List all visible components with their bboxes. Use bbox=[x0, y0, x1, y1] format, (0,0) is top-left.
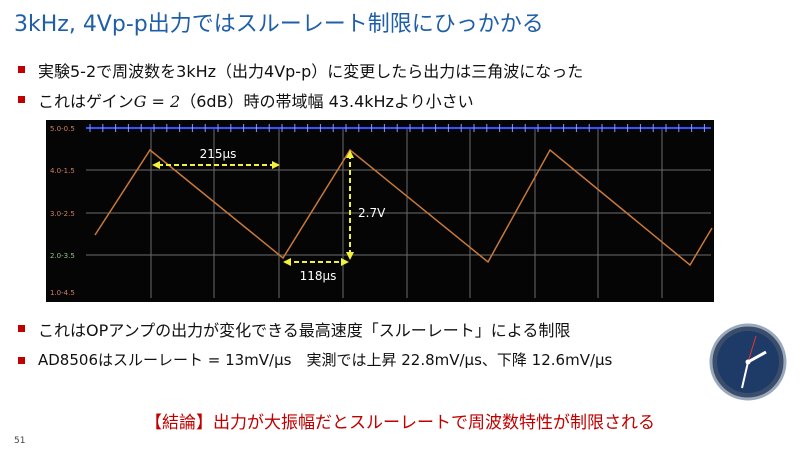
slide-title: 3kHz, 4Vp-p出力ではスルーレート制限にひっかかる bbox=[14, 12, 544, 37]
bullet-marker bbox=[18, 325, 25, 332]
axis-label: 1.0-4.5 bbox=[50, 289, 75, 297]
bullet-marker bbox=[18, 96, 25, 103]
axis-label: 5.0-0.5 bbox=[50, 125, 75, 133]
annotation: 215μs bbox=[200, 147, 237, 161]
bullet-text: これはOPアンプの出力が変化できる最高速度「スルーレート」による制限 bbox=[38, 321, 571, 340]
screen-bg bbox=[46, 120, 714, 302]
bullet-text: 実験5-2で周波数を3kHz（出力4Vp-p）に変更したら出力は三角波になった bbox=[38, 62, 584, 81]
axis-label: 3.0-2.5 bbox=[50, 210, 75, 218]
text: これはゲイン bbox=[38, 92, 134, 111]
bullet-marker bbox=[18, 66, 25, 73]
annotation-arrows bbox=[158, 154, 351, 263]
annotation: 118μs bbox=[300, 269, 337, 283]
waveform bbox=[94, 148, 713, 267]
grid bbox=[86, 128, 711, 298]
bullet-marker bbox=[18, 357, 25, 364]
arrow-heads bbox=[152, 150, 354, 266]
bullet-text: これはゲインG = 2（6dB）時の帯域幅 43.4kHzより小さい bbox=[38, 88, 474, 112]
oscilloscope-screen: 215μs 2.7V 118μs 5.0-0.5 4.0-1.5 3.0-2.5… bbox=[46, 120, 714, 302]
conclusion: 【結論】出力が大振幅だとスルーレートで周波数特性が制限される bbox=[145, 413, 655, 433]
axis-label: 4.0-1.5 bbox=[50, 167, 75, 175]
annotation: 2.7V bbox=[358, 206, 386, 220]
top-ticks bbox=[89, 124, 705, 132]
page-number: 51 bbox=[14, 436, 26, 446]
text: （6dB）時の帯域幅 43.4kHzより小さい bbox=[180, 92, 474, 111]
clock-icon bbox=[709, 323, 787, 401]
math: G = 2 bbox=[133, 92, 181, 111]
axis-label: 2.0-3.5 bbox=[50, 252, 75, 260]
bullet-text: AD8506はスルーレート = 13mV/μs 実測では上昇 22.8mV/μs… bbox=[38, 351, 613, 369]
